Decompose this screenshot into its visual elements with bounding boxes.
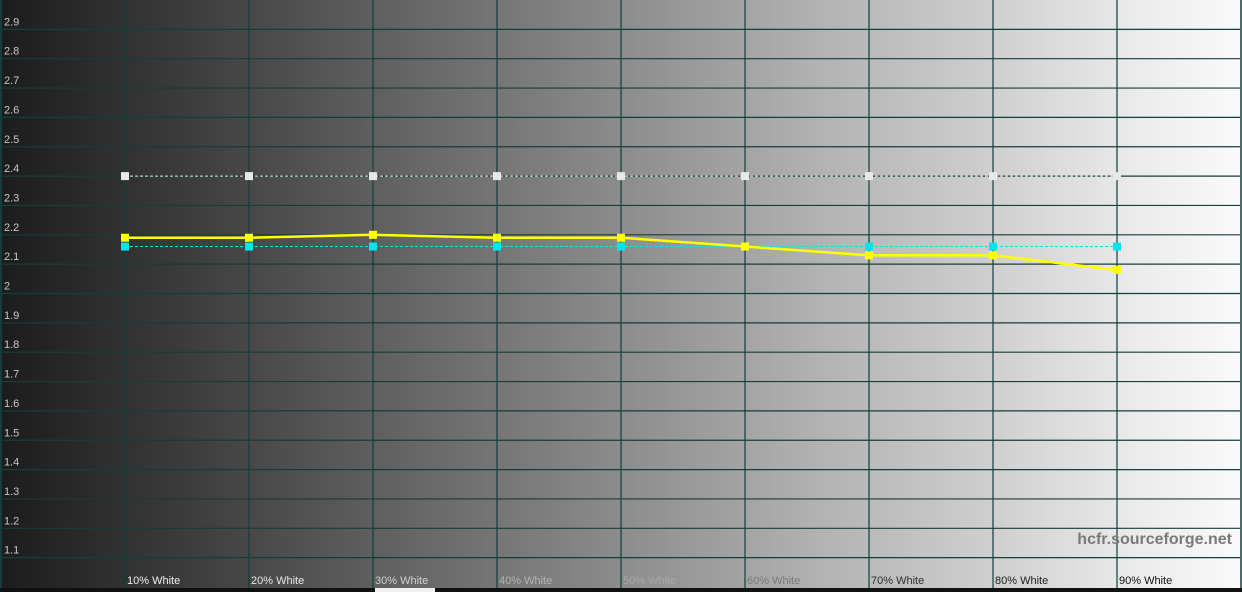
y-tick-label: 2.8 bbox=[4, 46, 19, 58]
y-tick-label: 1.3 bbox=[4, 486, 19, 498]
reference-series-point bbox=[865, 172, 873, 181]
reference-series-point bbox=[493, 172, 501, 181]
watermark: hcfr.sourceforge.net bbox=[1077, 531, 1232, 548]
x-tick-label: 80% White bbox=[995, 575, 1048, 587]
y-tick-label: 1.2 bbox=[4, 515, 19, 527]
x-tick-label: 10% White bbox=[127, 575, 180, 587]
y-tick-label: 1.7 bbox=[4, 369, 19, 381]
y-tick-label: 2.3 bbox=[4, 192, 19, 204]
x-tick-label: 30% White bbox=[375, 575, 428, 587]
measured-gamma-series-point bbox=[1113, 266, 1121, 275]
target-series-point bbox=[369, 242, 377, 251]
x-tick-label: 60% White bbox=[747, 575, 800, 587]
y-tick-label: 1.5 bbox=[4, 427, 19, 439]
y-tick-label: 2.2 bbox=[4, 222, 19, 234]
y-tick-label: 2 bbox=[4, 281, 10, 293]
reference-series-point bbox=[121, 172, 129, 181]
y-tick-label: 2.7 bbox=[4, 75, 19, 87]
reference-series-point bbox=[617, 172, 625, 181]
x-tick-label: 20% White bbox=[251, 575, 304, 587]
target-series-point bbox=[989, 242, 997, 251]
y-tick-label: 2.9 bbox=[4, 16, 19, 28]
reference-series-point bbox=[369, 172, 377, 181]
scrollbar-thumb[interactable] bbox=[375, 588, 435, 592]
reference-series-point bbox=[1113, 172, 1121, 181]
measured-gamma-series-point bbox=[369, 230, 377, 239]
target-series-point bbox=[865, 242, 873, 251]
y-tick-label: 1.6 bbox=[4, 398, 19, 410]
y-tick-label: 1.4 bbox=[4, 457, 19, 469]
measured-gamma-series-point bbox=[245, 233, 253, 242]
x-tick-label: 70% White bbox=[871, 575, 924, 587]
measured-gamma-series-point bbox=[989, 251, 997, 260]
measured-gamma-series-point bbox=[493, 233, 501, 242]
measured-gamma-series-point bbox=[617, 233, 625, 242]
y-tick-label: 2.5 bbox=[4, 134, 19, 146]
y-tick-label: 2.1 bbox=[4, 251, 19, 263]
reference-series-point bbox=[245, 172, 253, 181]
measured-gamma-series-point bbox=[865, 251, 873, 260]
measured-gamma-series-point bbox=[741, 242, 749, 251]
measured-gamma-series-point bbox=[121, 233, 129, 242]
reference-series-point bbox=[989, 172, 997, 181]
target-series-point bbox=[493, 242, 501, 251]
y-tick-label: 2.4 bbox=[4, 163, 19, 175]
y-tick-label: 1.8 bbox=[4, 339, 19, 351]
target-series-point bbox=[1113, 242, 1121, 251]
target-series-point bbox=[121, 242, 129, 251]
scrollbar-track[interactable] bbox=[0, 588, 1242, 592]
target-series-point bbox=[617, 242, 625, 251]
target-series-point bbox=[245, 242, 253, 251]
x-tick-label: 50% White bbox=[623, 575, 676, 587]
y-tick-label: 1.1 bbox=[4, 545, 19, 557]
y-tick-label: 1.9 bbox=[4, 310, 19, 322]
reference-series-point bbox=[741, 172, 749, 181]
y-tick-label: 2.6 bbox=[4, 104, 19, 116]
x-tick-label: 40% White bbox=[499, 575, 552, 587]
x-tick-label: 90% White bbox=[1119, 575, 1172, 587]
